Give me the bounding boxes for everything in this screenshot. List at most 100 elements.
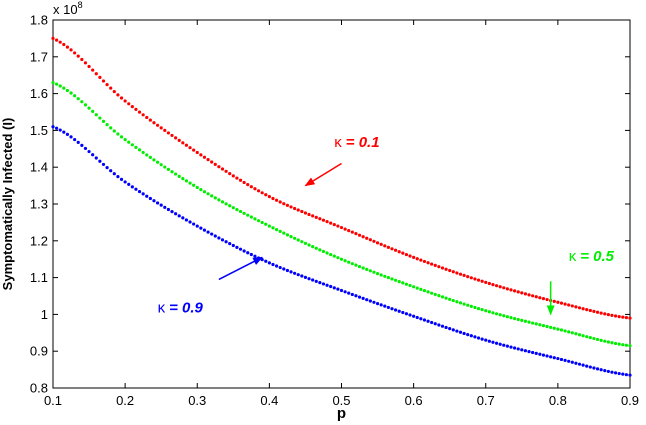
series-point (408, 313, 412, 317)
series-point (343, 290, 347, 294)
y-tick-label: 1.1 (30, 270, 48, 285)
series-point (383, 304, 387, 308)
series-point (112, 129, 116, 133)
series-point (419, 258, 423, 262)
series-point (134, 187, 138, 191)
series-point (567, 359, 571, 363)
series-point (624, 373, 628, 377)
series-point (321, 218, 326, 222)
series-point (249, 215, 253, 219)
series-point (69, 91, 73, 95)
series-point (581, 334, 585, 338)
series-point (585, 335, 589, 339)
x-axis-label: p (337, 405, 346, 422)
series-point (585, 308, 589, 312)
series-point (177, 138, 181, 142)
annotation-arrow (218, 256, 264, 281)
series-point (235, 176, 239, 180)
series-point (220, 200, 225, 204)
series-point (368, 269, 372, 273)
series-point (303, 241, 308, 245)
series-point (325, 251, 329, 255)
series-point (484, 280, 488, 284)
series-point (192, 222, 196, 226)
series-point (505, 344, 509, 348)
series-point (401, 251, 405, 255)
x-tick-label: 0.1 (44, 393, 62, 408)
series-point (577, 362, 582, 366)
series-point (116, 132, 120, 136)
series-point (181, 177, 185, 181)
series-point (527, 293, 531, 297)
series-point (220, 238, 225, 242)
series-point (285, 268, 290, 273)
series-point (123, 138, 127, 142)
series-point (73, 94, 77, 98)
series-point (372, 300, 376, 304)
series-point (134, 107, 138, 111)
series-point (498, 285, 502, 289)
y-tick-label: 1.5 (30, 123, 48, 138)
series-point (386, 245, 390, 249)
series-point (87, 64, 91, 69)
series-point (336, 256, 340, 260)
series-point (379, 242, 383, 246)
series-point (390, 277, 394, 281)
series-point (621, 372, 625, 376)
series-point (462, 331, 466, 336)
series-point (422, 259, 427, 264)
series-point (545, 354, 549, 358)
series-point (494, 284, 499, 288)
series-point (217, 165, 221, 169)
series-point (94, 113, 98, 117)
series-point (397, 280, 401, 284)
series-point (195, 150, 199, 155)
series-point (249, 252, 253, 257)
series-point (595, 367, 600, 371)
series-point (163, 128, 167, 133)
series-point (69, 135, 73, 139)
series-point (188, 146, 192, 150)
series-point (466, 303, 470, 307)
series-point (595, 310, 600, 314)
series-point (350, 262, 354, 266)
series-point (617, 315, 621, 319)
series-point (559, 357, 564, 362)
series-point (199, 226, 203, 230)
series-point (137, 110, 142, 114)
series-point (166, 167, 170, 172)
series-point (141, 113, 145, 117)
series-point (228, 204, 232, 208)
series-point (570, 331, 574, 335)
series-point (246, 183, 250, 187)
series-point (487, 339, 491, 343)
series-point (502, 286, 506, 290)
series-point (523, 292, 528, 296)
series-point (339, 288, 344, 293)
series-point (141, 150, 145, 155)
series-point (357, 233, 362, 237)
series-point (469, 276, 473, 280)
series-point (145, 153, 149, 157)
series-point (91, 109, 95, 113)
series-point (476, 336, 481, 340)
series-point (213, 234, 217, 238)
series-layer (51, 36, 632, 377)
series-point (343, 227, 347, 231)
series-point (91, 68, 95, 72)
series-point (159, 203, 163, 207)
series-point (361, 266, 365, 270)
series-point (181, 141, 185, 145)
series-point (606, 340, 610, 344)
series-point (408, 283, 412, 288)
series-point (188, 181, 192, 185)
series-point (581, 363, 585, 367)
series-point (365, 298, 369, 302)
series-point (65, 45, 70, 49)
x-tick-label: 0.5 (332, 393, 350, 408)
series-point (166, 207, 170, 212)
series-point (567, 303, 571, 307)
series-point (494, 312, 499, 316)
series-point (473, 277, 477, 281)
series-point (80, 57, 84, 62)
